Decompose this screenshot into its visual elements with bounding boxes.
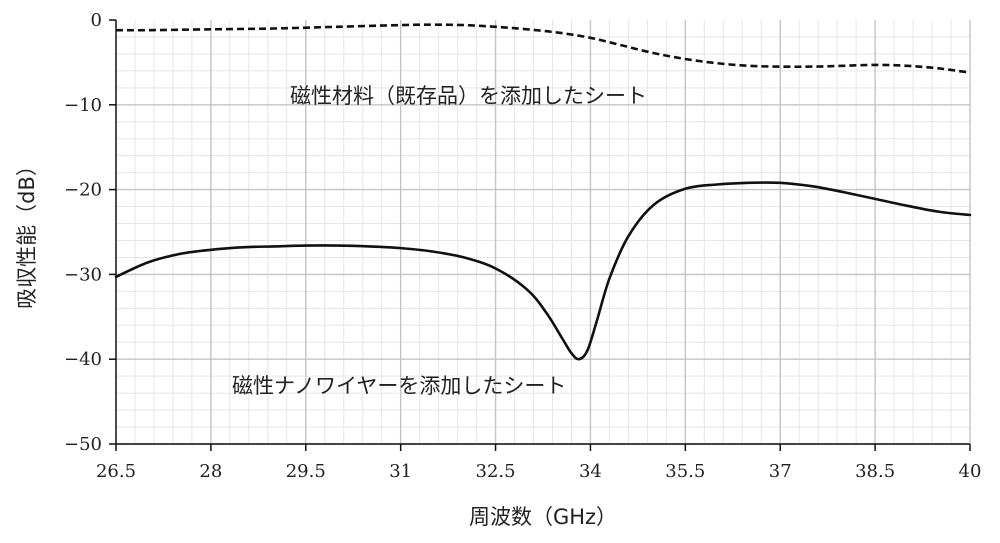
minor-gridlines — [116, 20, 970, 444]
x-tick-label: 32.5 — [476, 461, 516, 482]
x-tick-label: 31 — [389, 461, 412, 482]
x-tick-label: 37 — [769, 461, 792, 482]
x-tick-label: 29.5 — [286, 461, 326, 482]
y-tick-label: −40 — [64, 349, 102, 370]
y-tick-label: 0 — [91, 10, 102, 31]
series-lines — [114, 23, 972, 361]
x-tick-label: 34 — [579, 461, 602, 482]
x-tick-label: 26.5 — [96, 461, 136, 482]
series-line-existing-material — [115, 23, 971, 74]
x-tick-label: 40 — [959, 461, 982, 482]
x-tick-label: 35.5 — [665, 461, 705, 482]
y-tick-label: −20 — [64, 180, 102, 201]
y-axis-title: 吸収性能（dB） — [15, 155, 39, 309]
y-tick-label: −10 — [64, 95, 102, 116]
tick-labels: 26.5 28 29.5 31 32.5 34 35.5 37 38.5 40 0 −10 −20 −30… — [64, 10, 981, 482]
major-gridlines — [116, 20, 971, 445]
y-tick-label: −30 — [64, 264, 102, 285]
series-line-nanowire — [114, 181, 972, 361]
x-tick-label: 28 — [199, 461, 222, 482]
x-axis-title: 周波数（GHz） — [469, 505, 617, 529]
y-tick-label: −50 — [64, 434, 102, 455]
axes — [109, 19, 971, 451]
annotation-existing-material: 磁性材料（既存品）を添加したシート — [290, 84, 647, 108]
annotation-nanowire: 磁性ナノワイヤーを添加したシート — [232, 374, 566, 398]
x-tick-label: 38.5 — [855, 461, 895, 482]
